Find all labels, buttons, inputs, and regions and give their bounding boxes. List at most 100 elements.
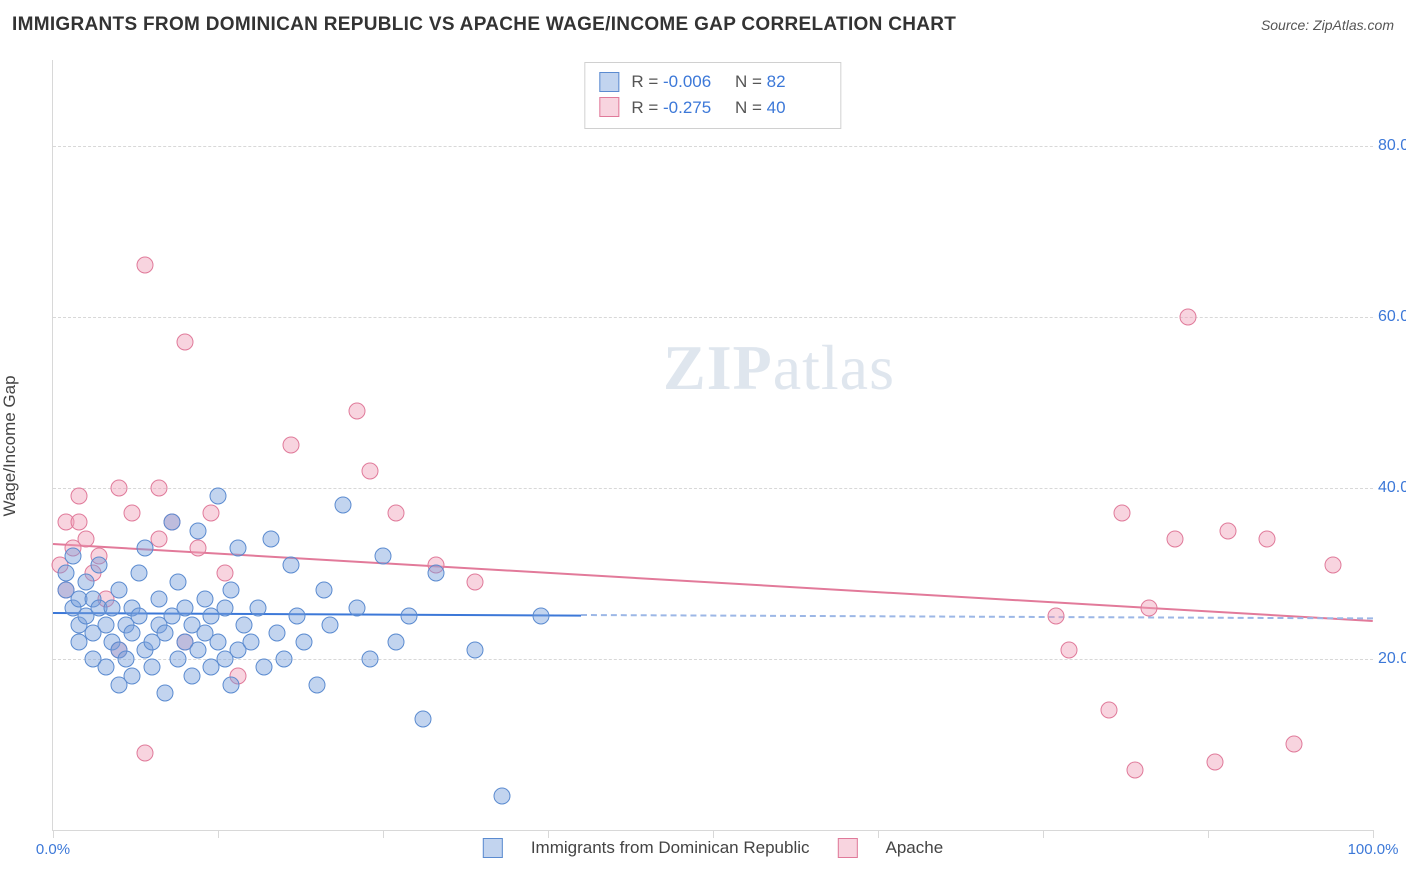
- x-tick-label: 100.0%: [1348, 841, 1399, 858]
- data-point-B: [1140, 599, 1157, 616]
- data-point-A: [216, 599, 233, 616]
- data-point-A: [493, 787, 510, 804]
- data-point-B: [467, 573, 484, 590]
- data-point-B: [177, 334, 194, 351]
- data-point-B: [1127, 762, 1144, 779]
- x-tick: [548, 830, 549, 838]
- data-point-B: [388, 505, 405, 522]
- swatch-series-b-icon: [599, 97, 619, 117]
- gridline: [53, 146, 1373, 147]
- data-point-B: [190, 539, 207, 556]
- x-tick: [878, 830, 879, 838]
- data-point-A: [91, 556, 108, 573]
- x-tick: [218, 830, 219, 838]
- title-row: IMMIGRANTS FROM DOMINICAN REPUBLIC VS AP…: [12, 14, 1394, 36]
- data-point-B: [1206, 753, 1223, 770]
- data-point-B: [111, 479, 128, 496]
- source-label: Source: ZipAtlas.com: [1261, 17, 1394, 33]
- data-point-B: [71, 488, 88, 505]
- data-point-A: [322, 616, 339, 633]
- data-point-A: [210, 633, 227, 650]
- legend: Immigrants from Dominican Republic Apach…: [483, 838, 943, 858]
- data-point-A: [58, 565, 75, 582]
- data-point-A: [335, 496, 352, 513]
- legend-label-a: Immigrants from Dominican Republic: [531, 838, 810, 858]
- data-point-B: [1101, 702, 1118, 719]
- data-point-A: [190, 522, 207, 539]
- data-point-A: [196, 591, 213, 608]
- data-point-A: [223, 676, 240, 693]
- chart-page: IMMIGRANTS FROM DOMINICAN REPUBLIC VS AP…: [0, 0, 1406, 892]
- data-point-A: [269, 625, 286, 642]
- data-point-A: [467, 642, 484, 659]
- data-point-B: [1180, 308, 1197, 325]
- data-point-A: [170, 573, 187, 590]
- x-tick: [1373, 830, 1374, 838]
- x-tick: [713, 830, 714, 838]
- data-point-A: [170, 650, 187, 667]
- data-point-B: [203, 505, 220, 522]
- chart-title: IMMIGRANTS FROM DOMINICAN REPUBLIC VS AP…: [12, 14, 956, 36]
- data-point-A: [130, 608, 147, 625]
- stats-row-series-a: R = -0.006 N = 82: [599, 69, 826, 95]
- y-tick-label: 60.0%: [1378, 308, 1406, 326]
- y-tick-label: 20.0%: [1378, 650, 1406, 668]
- data-point-A: [117, 650, 134, 667]
- data-point-B: [216, 565, 233, 582]
- data-point-A: [388, 633, 405, 650]
- watermark: ZIPatlas: [663, 331, 895, 405]
- data-point-A: [375, 548, 392, 565]
- data-point-A: [533, 608, 550, 625]
- x-tick: [1043, 830, 1044, 838]
- data-point-A: [190, 642, 207, 659]
- x-tick: [1208, 830, 1209, 838]
- data-point-B: [282, 437, 299, 454]
- data-point-A: [348, 599, 365, 616]
- data-point-A: [157, 625, 174, 642]
- gridline: [53, 488, 1373, 489]
- data-point-A: [124, 625, 141, 642]
- data-point-A: [262, 531, 279, 548]
- legend-swatch-b-icon: [838, 838, 858, 858]
- data-point-A: [150, 591, 167, 608]
- data-point-A: [256, 659, 273, 676]
- data-point-A: [315, 582, 332, 599]
- data-point-A: [97, 659, 114, 676]
- data-point-A: [111, 582, 128, 599]
- data-point-B: [137, 257, 154, 274]
- data-point-A: [177, 599, 194, 616]
- stats-row-series-b: R = -0.275 N = 40: [599, 95, 826, 121]
- data-point-B: [150, 479, 167, 496]
- data-point-B: [1114, 505, 1131, 522]
- data-point-B: [1285, 736, 1302, 753]
- correlation-stats-box: R = -0.006 N = 82 R = -0.275 N = 40: [584, 62, 841, 129]
- data-point-A: [183, 668, 200, 685]
- trend-line: [581, 614, 1373, 619]
- x-tick-label: 0.0%: [36, 841, 70, 858]
- data-point-A: [210, 488, 227, 505]
- data-point-B: [1048, 608, 1065, 625]
- y-tick-label: 80.0%: [1378, 137, 1406, 155]
- data-point-B: [1061, 642, 1078, 659]
- y-tick-label: 40.0%: [1378, 479, 1406, 497]
- data-point-A: [249, 599, 266, 616]
- data-point-A: [243, 633, 260, 650]
- data-point-B: [137, 745, 154, 762]
- data-point-A: [229, 539, 246, 556]
- data-point-A: [157, 685, 174, 702]
- data-point-A: [309, 676, 326, 693]
- data-point-B: [71, 514, 88, 531]
- data-point-A: [276, 650, 293, 667]
- gridline: [53, 317, 1373, 318]
- data-point-B: [361, 462, 378, 479]
- data-point-B: [78, 531, 95, 548]
- data-point-A: [236, 616, 253, 633]
- data-point-A: [130, 565, 147, 582]
- legend-swatch-a-icon: [483, 838, 503, 858]
- data-point-A: [361, 650, 378, 667]
- x-tick: [53, 830, 54, 838]
- legend-label-b: Apache: [886, 838, 944, 858]
- data-point-B: [348, 402, 365, 419]
- data-point-A: [137, 539, 154, 556]
- data-point-A: [295, 633, 312, 650]
